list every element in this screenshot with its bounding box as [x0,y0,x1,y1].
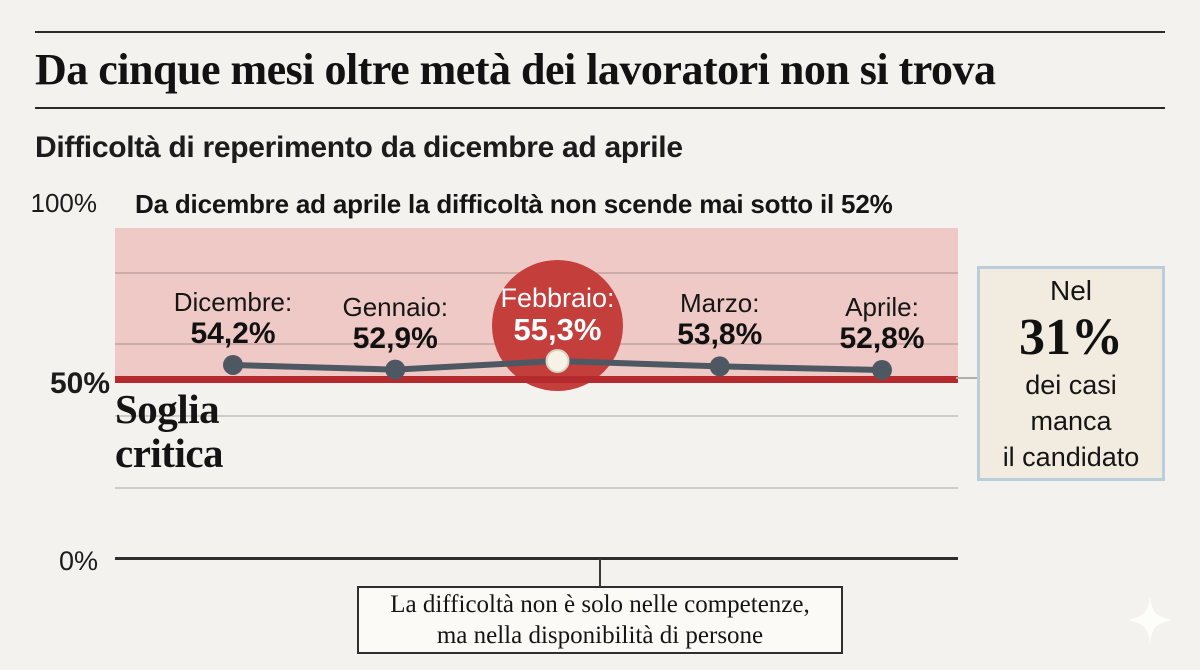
point-label-value: 53,8% [677,318,763,352]
point-label-month: Aprile: [845,291,919,322]
point-label-value: 52,8% [839,321,925,355]
page-title: Da cinque mesi oltre metà dei lavoratori… [35,45,996,94]
point-label-value: 52,9% [352,321,438,355]
point-label-dicembre: Dicembre: 54,2% [173,286,293,350]
point-label-month: Febbraio: [500,283,615,314]
title-rule [35,107,1165,109]
gridline-40 [115,415,958,417]
callout-connector-line [599,559,601,586]
point-label-aprile: Aprile: 52,8% [839,291,925,355]
chart-subtitle: Difficoltà di reperimento da dicembre ad… [35,131,683,164]
point-label-febbraio: Febbraio: 55,3% [500,283,615,348]
ytick-50: 50% [49,367,110,400]
ytick-0: 0% [58,546,98,576]
info-box-line: il candidato [1002,441,1140,472]
point-label-month: Marzo: [680,288,760,319]
sparkle-icon [1128,596,1172,644]
info-box-line: dei casi [1025,369,1117,400]
gridline-20 [115,487,958,489]
threshold-label: Soglia critica [115,386,224,476]
point-label-marzo: Marzo: 53,8% [677,288,763,352]
threshold-line-50pct [115,376,958,383]
x-axis-line [115,557,958,560]
chart-annotation: Da dicembre ad aprile la difficoltà non … [135,189,893,219]
point-label-value: 55,3% [513,312,602,348]
info-box-line: manca [1030,405,1112,436]
top-rule [35,31,1165,33]
point-label-value: 54,2% [190,316,276,350]
info-box: Nel 31% dei casi manca il candidato [977,266,1165,481]
point-label-month: Dicembre: [173,286,293,317]
point-label-month: Gennaio: [342,291,449,322]
info-box-value: 31% [1019,308,1123,366]
callout-box: La difficoltà non è solo nelle competenz… [357,586,843,654]
info-box-intro: Nel [1049,274,1092,306]
ytick-100: 100% [30,188,98,218]
point-label-gennaio: Gennaio: 52,9% [342,291,449,355]
info-box-connector-line [956,377,978,379]
